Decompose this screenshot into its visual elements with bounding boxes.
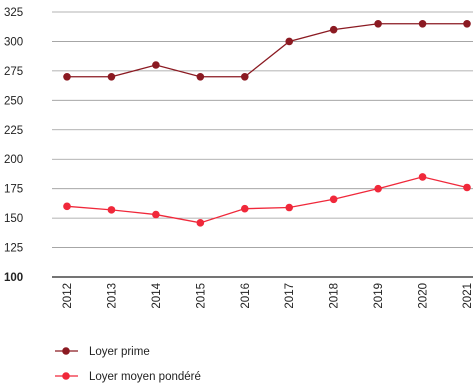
data-point bbox=[107, 206, 116, 214]
data-point bbox=[152, 61, 160, 69]
legend-label: Loyer prime bbox=[89, 346, 150, 358]
data-point bbox=[329, 195, 338, 204]
data-point bbox=[107, 72, 116, 81]
y-tick-label: 100 bbox=[4, 272, 23, 284]
data-point bbox=[463, 19, 471, 28]
data-point bbox=[196, 219, 205, 227]
data-point bbox=[63, 72, 71, 81]
data-point bbox=[196, 72, 205, 81]
x-tick-label: 2012 bbox=[62, 283, 74, 309]
y-tick-label: 150 bbox=[4, 213, 23, 225]
x-tick-label: 2013 bbox=[106, 283, 118, 309]
y-tick-label: 125 bbox=[4, 243, 23, 255]
y-tick-label: 175 bbox=[4, 184, 23, 196]
data-point bbox=[463, 183, 471, 192]
legend-marker bbox=[62, 372, 70, 380]
y-tick-label: 275 bbox=[4, 66, 23, 78]
y-tick-label: 225 bbox=[4, 125, 23, 137]
data-point bbox=[329, 25, 338, 34]
x-tick-label: 2016 bbox=[240, 283, 252, 309]
data-point bbox=[152, 210, 160, 219]
series-line bbox=[66, 176, 468, 224]
y-tick-label: 300 bbox=[4, 36, 23, 48]
data-point bbox=[285, 37, 294, 46]
x-tick-label: 2015 bbox=[195, 283, 207, 309]
x-tick-label: 2017 bbox=[284, 283, 296, 309]
data-point bbox=[418, 19, 427, 28]
data-point bbox=[374, 184, 382, 193]
data-point bbox=[240, 72, 249, 81]
x-tick-label: 2021 bbox=[462, 283, 473, 309]
data-point bbox=[240, 204, 249, 213]
legend-label: Loyer moyen pondéré bbox=[89, 371, 201, 383]
y-tick-label: 250 bbox=[4, 95, 23, 107]
data-point bbox=[63, 202, 71, 211]
x-tick-label: 2014 bbox=[151, 282, 163, 308]
data-point bbox=[374, 19, 382, 28]
data-point bbox=[418, 173, 427, 181]
y-tick-label: 200 bbox=[4, 154, 23, 166]
x-tick-label: 2019 bbox=[373, 283, 385, 309]
y-tick-label: 325 bbox=[4, 7, 23, 19]
x-tick-label: 2020 bbox=[418, 283, 430, 309]
series-line bbox=[67, 23, 467, 78]
data-point bbox=[285, 203, 294, 212]
x-tick-label: 2018 bbox=[329, 283, 341, 309]
legend-marker bbox=[62, 347, 70, 355]
